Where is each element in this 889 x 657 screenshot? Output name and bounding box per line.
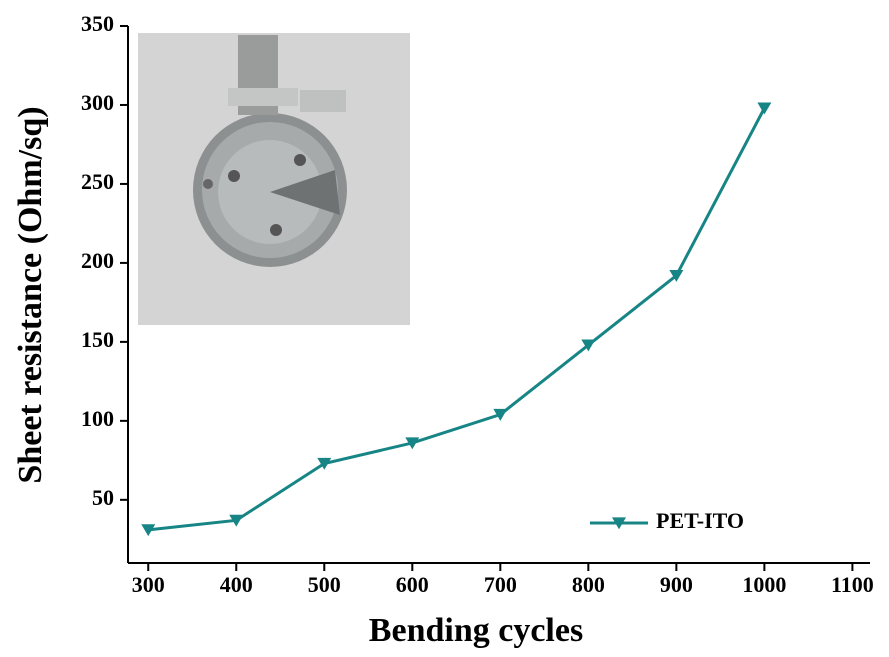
data-point bbox=[317, 457, 332, 470]
x-tick-label: 400 bbox=[220, 572, 253, 597]
inset-photo bbox=[138, 33, 410, 325]
data-point bbox=[229, 514, 244, 527]
data-line bbox=[148, 107, 766, 532]
y-tick-label: 100 bbox=[81, 406, 114, 431]
x-tick-label: 600 bbox=[396, 572, 429, 597]
y-tick-label: 50 bbox=[92, 485, 114, 510]
legend-marker bbox=[612, 517, 626, 530]
x-tick-label: 500 bbox=[308, 572, 341, 597]
data-point bbox=[669, 269, 684, 282]
x-tick-label: 800 bbox=[572, 572, 605, 597]
legend-label: PET-ITO bbox=[656, 508, 744, 533]
y-tick-label: 200 bbox=[81, 248, 114, 273]
x-tick-label: 900 bbox=[660, 572, 693, 597]
data-point bbox=[757, 102, 772, 115]
x-tick-label: 1100 bbox=[831, 572, 874, 597]
data-point bbox=[581, 339, 596, 352]
x-tick-label: 300 bbox=[132, 572, 165, 597]
y-axis-title: Sheet resistance (Ohm/sq) bbox=[12, 106, 49, 483]
x-tick-label: 700 bbox=[484, 572, 517, 597]
x-tick-label: 1000 bbox=[742, 572, 786, 597]
data-point bbox=[493, 408, 508, 421]
x-axis-title: Bending cycles bbox=[369, 612, 583, 649]
y-tick-label: 250 bbox=[81, 169, 114, 194]
y-tick-label: 150 bbox=[81, 327, 114, 352]
y-tick-label: 300 bbox=[81, 90, 114, 115]
data-point bbox=[141, 524, 156, 537]
data-point bbox=[405, 437, 420, 450]
y-tick-label: 350 bbox=[81, 11, 114, 36]
